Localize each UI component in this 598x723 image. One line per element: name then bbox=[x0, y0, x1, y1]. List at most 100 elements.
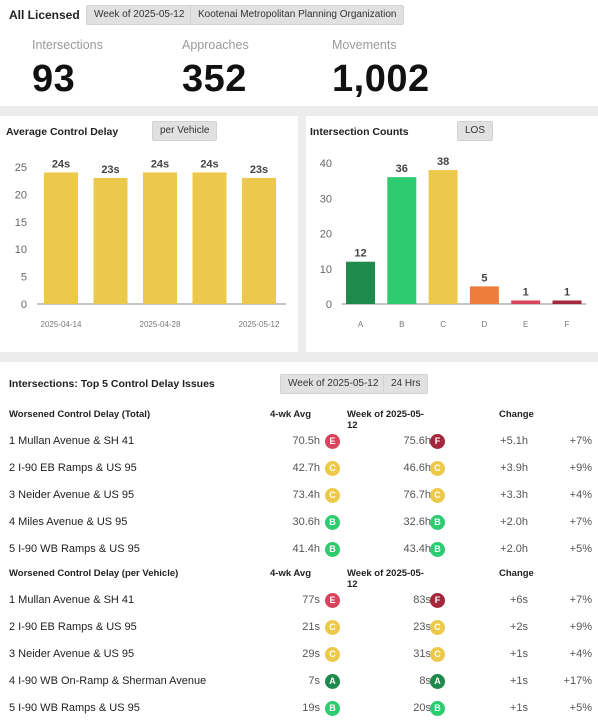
bar bbox=[511, 300, 541, 304]
bar bbox=[93, 177, 128, 304]
kpi-approaches-label: Approaches bbox=[182, 38, 249, 52]
change-value: +1s bbox=[509, 675, 528, 687]
change-percent: +5% bbox=[569, 543, 592, 555]
los-toggle[interactable]: LOS bbox=[457, 121, 494, 141]
column-header-change: Change bbox=[499, 409, 534, 420]
y-tick-label: 5 bbox=[21, 272, 27, 284]
bar bbox=[469, 286, 499, 304]
y-tick-label: 20 bbox=[320, 229, 332, 241]
los-badge: F bbox=[430, 434, 445, 449]
per-vehicle-toggle[interactable]: per Vehicle bbox=[152, 121, 218, 141]
los-badge: C bbox=[325, 461, 340, 476]
week-value: 75.6h bbox=[403, 435, 431, 447]
average-control-delay-chart: 0 5 10 15 20 25 24s 2025-04-14 23s 24s 2025-04-28 2… bbox=[15, 158, 286, 329]
four-week-avg-value: 42.7h bbox=[292, 462, 320, 474]
los-badge: C bbox=[325, 620, 340, 635]
bar-data-label: 36 bbox=[396, 163, 408, 175]
table-row[interactable]: 3 Neider Avenue & US 95 73.4h C 76.7h C +3.3h… bbox=[0, 482, 598, 509]
intersection-name: 3 Neider Avenue & US 95 bbox=[9, 489, 135, 501]
los-badge: F bbox=[430, 593, 445, 608]
week-value: 46.6h bbox=[403, 462, 431, 474]
change-percent: +17% bbox=[563, 675, 592, 687]
los-badge: B bbox=[325, 701, 340, 716]
week-filter-tag[interactable]: Week of 2025-05-12 bbox=[86, 5, 193, 25]
change-value: +5.1h bbox=[500, 435, 528, 447]
bar-data-label: 1 bbox=[523, 286, 529, 298]
table-row[interactable]: 5 I-90 WB Ramps & US 95 41.4h B 43.4h B +2.0h… bbox=[0, 536, 598, 563]
four-week-avg-value: 70.5h bbox=[292, 435, 320, 447]
bar-data-label: 38 bbox=[437, 156, 449, 168]
change-value: +2s bbox=[509, 621, 528, 633]
week-value: 32.6h bbox=[403, 516, 431, 528]
y-tick-label: 0 bbox=[21, 299, 27, 311]
los-badge: C bbox=[430, 461, 445, 476]
x-tick-label: 2025-04-14 bbox=[41, 320, 82, 329]
intersection-name: 2 I-90 EB Ramps & US 95 bbox=[9, 462, 137, 474]
table-row[interactable]: 4 Miles Avenue & US 95 30.6h B 32.6h B +2.0h +… bbox=[0, 509, 598, 536]
x-tick-label: 2025-05-12 bbox=[239, 320, 280, 329]
intersection-counts-card: 0 10 20 30 40 12 A 36 B 38 C 5 D 1 E 1 F Intersection Co… bbox=[306, 116, 598, 352]
week-value: 8s bbox=[419, 675, 431, 687]
four-week-avg-value: 77s bbox=[302, 594, 320, 606]
change-value: +2.0h bbox=[500, 516, 528, 528]
section-header-row: Worsened Control Delay (Total) 4-wk Avg We… bbox=[0, 402, 598, 431]
bar-data-label: 24s bbox=[151, 158, 169, 170]
week-value: 76.7h bbox=[403, 489, 431, 501]
los-badge: B bbox=[325, 515, 340, 530]
table-row[interactable]: 1 Mullan Avenue & SH 41 70.5h E 75.6h F +5.1h… bbox=[0, 428, 598, 455]
week-value: 31s bbox=[413, 648, 431, 660]
column-header-change: Change bbox=[499, 568, 534, 579]
four-week-avg-value: 73.4h bbox=[292, 489, 320, 501]
los-badge: B bbox=[430, 701, 445, 716]
bar bbox=[192, 172, 227, 304]
intersection-name: 3 Neider Avenue & US 95 bbox=[9, 648, 135, 660]
x-tick-label: E bbox=[523, 320, 528, 329]
table-row[interactable]: 5 I-90 WB Ramps & US 95 19s B 20s B +1s +5% bbox=[0, 695, 598, 722]
column-header-4wk-avg: 4-wk Avg bbox=[270, 409, 312, 420]
column-header-4wk-avg: 4-wk Avg bbox=[270, 568, 312, 579]
four-week-avg-value: 41.4h bbox=[292, 543, 320, 555]
summary-card: All Licensed Week of 2025-05-12 Kootenai… bbox=[0, 0, 598, 106]
kpi-movements-label: Movements bbox=[332, 38, 397, 52]
intersection-counts-title: Intersection Counts bbox=[310, 126, 409, 138]
average-control-delay-card: 0 5 10 15 20 25 24s 2025-04-14 23s 24s 2025-04-28 2… bbox=[0, 116, 298, 352]
kpi-intersections-label: Intersections bbox=[32, 38, 103, 52]
los-badge: B bbox=[325, 542, 340, 557]
bar-data-label: 24s bbox=[52, 158, 70, 170]
table-row[interactable]: 2 I-90 EB Ramps & US 95 42.7h C 46.6h C +3.9h… bbox=[0, 455, 598, 482]
los-badge: B bbox=[430, 515, 445, 530]
los-badge: C bbox=[325, 488, 340, 503]
four-week-avg-value: 19s bbox=[302, 702, 320, 714]
bar bbox=[552, 300, 582, 304]
los-badge: E bbox=[325, 593, 340, 608]
bar-data-label: 23s bbox=[250, 164, 268, 176]
table-row[interactable]: 2 I-90 EB Ramps & US 95 21s C 23s C +2s +9% bbox=[0, 614, 598, 641]
change-percent: +7% bbox=[569, 594, 592, 606]
issues-week-tag[interactable]: Week of 2025-05-12 bbox=[280, 374, 387, 394]
y-tick-label: 10 bbox=[15, 244, 27, 256]
intersection-counts-chart: 0 10 20 30 40 12 A 36 B 38 C 5 D 1 E 1 F bbox=[320, 156, 586, 329]
change-percent: +9% bbox=[569, 621, 592, 633]
kpi-intersections-value: 93 bbox=[32, 58, 76, 100]
column-header-week: Week of 2025-05-12 bbox=[347, 409, 424, 431]
table-row[interactable]: 4 I-90 WB On-Ramp & Sherman Avenue 7s A 8s A… bbox=[0, 668, 598, 695]
bar bbox=[428, 170, 458, 304]
table-row[interactable]: 3 Neider Avenue & US 95 29s C 31s C +1s +4% bbox=[0, 641, 598, 668]
y-tick-label: 40 bbox=[320, 158, 332, 170]
bar-data-label: 23s bbox=[101, 164, 119, 176]
four-week-avg-value: 30.6h bbox=[292, 516, 320, 528]
los-badge: A bbox=[325, 674, 340, 689]
issues-hours-tag[interactable]: 24 Hrs bbox=[383, 374, 429, 394]
table-row[interactable]: 1 Mullan Avenue & SH 41 77s E 83s F +6s +7% bbox=[0, 587, 598, 614]
los-badge: A bbox=[430, 674, 445, 689]
change-value: +6s bbox=[509, 594, 528, 606]
kpi-approaches-value: 352 bbox=[182, 58, 247, 100]
organization-filter-tag[interactable]: Kootenai Metropolitan Planning Organizat… bbox=[190, 5, 405, 25]
bar bbox=[387, 177, 417, 304]
intersection-name: 5 I-90 WB Ramps & US 95 bbox=[9, 702, 140, 714]
bar-data-label: 5 bbox=[481, 272, 487, 284]
intersection-name: 1 Mullan Avenue & SH 41 bbox=[9, 594, 135, 606]
four-week-avg-value: 29s bbox=[302, 648, 320, 660]
los-badge: C bbox=[430, 488, 445, 503]
los-badge: E bbox=[325, 434, 340, 449]
